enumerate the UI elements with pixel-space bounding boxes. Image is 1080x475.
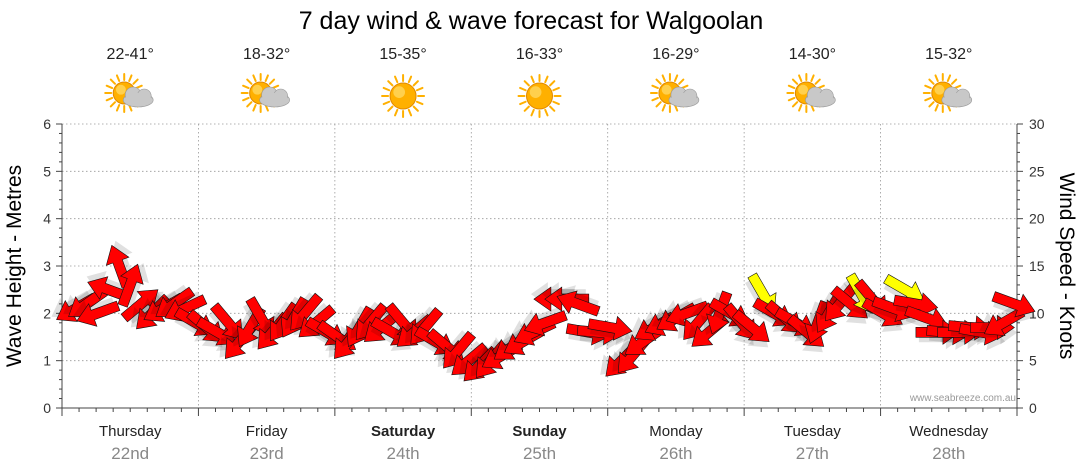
y-left-tick-label: 1 [43,353,51,369]
day-name-label: Thursday [99,423,162,440]
partly-cloudy-icon [649,73,700,113]
temp-range-label: 15-35° [379,46,426,63]
day-date-label: 27th [796,444,829,463]
y-left-tick-label: 4 [43,211,51,227]
sunny-icon [517,74,562,118]
partly-cloudy-icon [104,73,154,113]
wind-arrow [555,285,601,317]
x-axis-labels: Thursday 22nd Friday 23rd Saturday 24th Sunday… [99,423,989,463]
day-name-label: Monday [649,423,703,440]
y-left-tick-label: 0 [43,400,51,416]
day-date-label: 22nd [111,444,149,463]
y-right-tick-label: 25 [1029,163,1045,179]
day-name-label: Sunday [512,423,567,440]
wind-arrow [117,263,149,308]
wind-arrow [120,289,164,324]
chart-title: 7 day wind & wave forecast for Walgoolan [299,7,764,35]
wind-arrow [208,302,243,346]
wind-arrow [587,315,635,346]
grid-lines [62,123,1017,408]
partly-cloudy-icon [786,73,836,113]
y-right-tick-label: 30 [1029,116,1045,132]
wind-arrow [519,306,568,337]
watermark: www.seabreeze.com.au [909,393,1016,404]
y-right-tick-label: 5 [1029,353,1037,369]
temp-range-label: 14-30° [789,46,836,63]
y-axis-left-label: Wave Height - Metres [3,165,26,367]
y-right-tick-label: 0 [1029,400,1037,416]
y-left-tick-label: 3 [43,258,51,274]
wind-arrow [661,297,710,327]
day-date-label: 28th [932,444,965,463]
y-left-tick-label: 2 [43,305,51,321]
y-axis-right-label: Wind Speed - Knots [1055,173,1078,360]
y-right-tick-label: 20 [1029,211,1045,227]
weather-row: 22-41° 18-32° 15-35° 16-33° 16-29° 14-30° 15-3… [104,46,973,118]
wind-arrow [991,291,1037,323]
temp-range-label: 15-32° [925,46,972,63]
temp-range-label: 22-41° [107,46,154,63]
day-date-label: 24th [387,444,420,463]
day-name-label: Friday [246,423,288,440]
sunny-icon [381,74,426,118]
y-right-tick-label: 15 [1029,258,1045,274]
day-date-label: 23rd [250,444,284,463]
day-date-label: 25th [523,444,556,463]
day-name-label: Saturday [371,423,436,440]
temp-range-label: 16-29° [652,46,699,63]
temp-range-label: 18-32° [243,46,290,63]
wind-arrow [72,297,121,327]
y-left-tick-label: 5 [43,163,51,179]
wind-arrows [51,240,1037,382]
day-name-label: Tuesday [784,423,841,440]
y-left-tick-label: 6 [43,116,51,132]
day-name-label: Wednesday [909,423,988,440]
partly-cloudy-icon [922,73,973,113]
wind-arrow [731,309,770,348]
day-date-label: 26th [659,444,692,463]
partly-cloudy-icon [240,73,290,113]
temp-range-label: 16-33° [516,46,563,63]
